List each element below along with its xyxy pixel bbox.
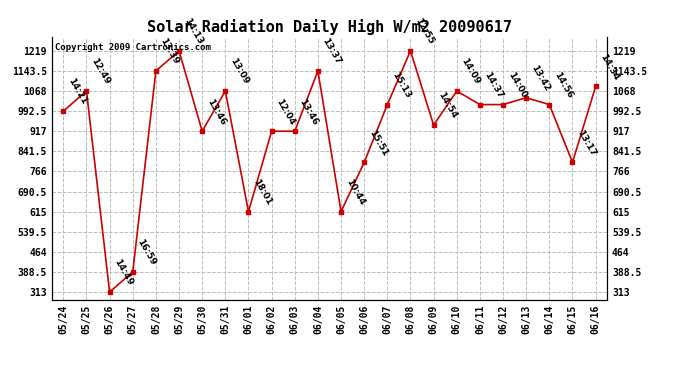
- Title: Solar Radiation Daily High W/m2 20090617: Solar Radiation Daily High W/m2 20090617: [147, 19, 512, 35]
- Text: 10:44: 10:44: [344, 177, 366, 207]
- Text: 18:01: 18:01: [251, 178, 273, 207]
- Text: 13:46: 13:46: [205, 97, 227, 126]
- Text: 14:54: 14:54: [436, 91, 459, 120]
- Text: 12:04: 12:04: [275, 97, 297, 126]
- Text: 16:59: 16:59: [135, 238, 158, 267]
- Text: 13:46: 13:46: [297, 97, 319, 126]
- Text: 14:37: 14:37: [483, 70, 505, 100]
- Text: 12:49: 12:49: [89, 57, 112, 86]
- Text: 13:09: 13:09: [228, 57, 250, 86]
- Text: 14:13: 14:13: [182, 16, 204, 46]
- Text: 14:09: 14:09: [460, 57, 482, 86]
- Text: 14:34: 14:34: [598, 52, 620, 82]
- Text: 14:00: 14:00: [506, 70, 528, 100]
- Text: 13:37: 13:37: [321, 37, 343, 66]
- Text: 15:13: 15:13: [390, 70, 412, 100]
- Text: 14:56: 14:56: [552, 70, 574, 100]
- Text: 13:39: 13:39: [159, 37, 181, 66]
- Text: Copyright 2009 Cartronics.com: Copyright 2009 Cartronics.com: [55, 43, 210, 52]
- Text: 13:42: 13:42: [529, 63, 551, 93]
- Text: 13:17: 13:17: [575, 128, 598, 158]
- Text: 14:49: 14:49: [112, 258, 135, 287]
- Text: 12:55: 12:55: [413, 17, 435, 46]
- Text: 15:51: 15:51: [367, 128, 389, 158]
- Text: 14:21: 14:21: [66, 77, 88, 106]
